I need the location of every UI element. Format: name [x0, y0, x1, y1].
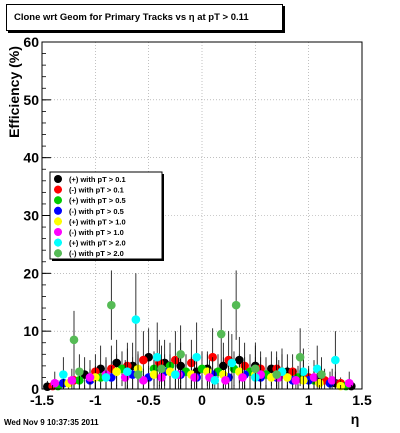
data-point: [238, 373, 247, 382]
data-point: [344, 378, 354, 388]
data-point: [227, 358, 237, 368]
data-point: [216, 329, 226, 339]
legend-marker: [54, 238, 62, 247]
data-point: [210, 376, 220, 385]
data-point: [295, 352, 305, 362]
x-tick-label: 1: [305, 392, 313, 408]
legend-marker: [54, 228, 62, 236]
data-point: [291, 376, 301, 385]
y-tick-label: 0: [31, 381, 39, 397]
y-tick-label: 30: [23, 208, 39, 224]
data-point: [221, 376, 230, 385]
data-point: [317, 370, 326, 379]
data-marks: [43, 270, 356, 391]
data-point: [101, 373, 111, 382]
legend-marker: [54, 249, 62, 258]
data-point: [251, 364, 260, 374]
y-tick-label: 40: [23, 150, 39, 166]
data-point: [309, 373, 319, 382]
data-point: [299, 367, 308, 376]
legend-label: (-) with pT > 2.0: [69, 249, 124, 258]
y-tick-label: 20: [23, 265, 39, 281]
legend-marker: [54, 185, 62, 194]
chart-title: Clone wrt Geom for Primary Tracks vs η a…: [14, 12, 249, 23]
footer-timestamp: Wed Nov 9 10:37:35 2011: [4, 418, 99, 427]
legend-label: (+) with pT > 0.5: [69, 196, 126, 205]
x-tick-label: -0.5: [137, 392, 161, 408]
data-point: [192, 352, 201, 362]
data-point: [139, 376, 148, 385]
data-point: [152, 352, 162, 362]
y-tick-label: 50: [23, 92, 39, 108]
y-tick-label: 10: [23, 323, 39, 339]
data-point: [67, 376, 77, 385]
data-point: [131, 315, 141, 324]
data-point: [149, 370, 159, 379]
legend-marker: [54, 206, 62, 215]
data-point: [59, 370, 68, 379]
data-point: [272, 370, 281, 379]
data-point: [231, 300, 241, 310]
data-point: [107, 300, 116, 310]
data-point: [283, 373, 292, 382]
legend: (+) with pT > 0.1(-) with pT > 0.1(+) wi…: [49, 171, 164, 261]
data-point: [133, 370, 143, 379]
legend-label: (-) with pT > 0.1: [69, 186, 124, 195]
data-point: [75, 367, 84, 376]
data-point: [139, 355, 148, 365]
legend-marker: [54, 196, 62, 205]
legend-label: (+) with pT > 0.1: [69, 175, 126, 184]
data-point: [331, 355, 340, 365]
data-point: [85, 373, 95, 382]
data-point: [112, 367, 121, 376]
x-tick-label: 1.5: [352, 392, 372, 408]
x-tick-label: 0: [198, 392, 206, 408]
data-point: [176, 350, 185, 359]
x-tick-label: 0.5: [246, 392, 266, 408]
grid-lines: [42, 42, 362, 389]
chart-title-box: Clone wrt Geom for Primary Tracks vs η a…: [6, 4, 283, 31]
data-point: [157, 364, 166, 374]
y-axis-title: Efficiency (%): [6, 46, 22, 138]
legend-label: (-) with pT > 0.5: [69, 207, 124, 216]
data-point: [190, 373, 199, 382]
data-point: [123, 367, 132, 376]
data-point: [327, 376, 337, 385]
data-point: [171, 370, 180, 379]
legend-marker: [54, 175, 62, 183]
legend-label: (+) with pT > 1.0: [69, 217, 126, 226]
y-tick-label: 60: [23, 34, 39, 50]
x-tick-label: -1.5: [30, 392, 54, 408]
legend-label: (-) with pT > 1.0: [69, 228, 124, 237]
legend-box: [49, 171, 163, 260]
legend-label: (+) with pT > 2.0: [69, 239, 126, 248]
x-axis-title: η: [351, 411, 360, 427]
x-tick-label: -1: [89, 392, 102, 408]
legend-marker: [54, 217, 62, 226]
axis-ticks: -1.5 -1 -0.5 0 0.5 1 1.5 0 10 20 30 40 50 60: [23, 34, 372, 408]
data-point: [50, 378, 60, 388]
data-point: [69, 335, 79, 345]
